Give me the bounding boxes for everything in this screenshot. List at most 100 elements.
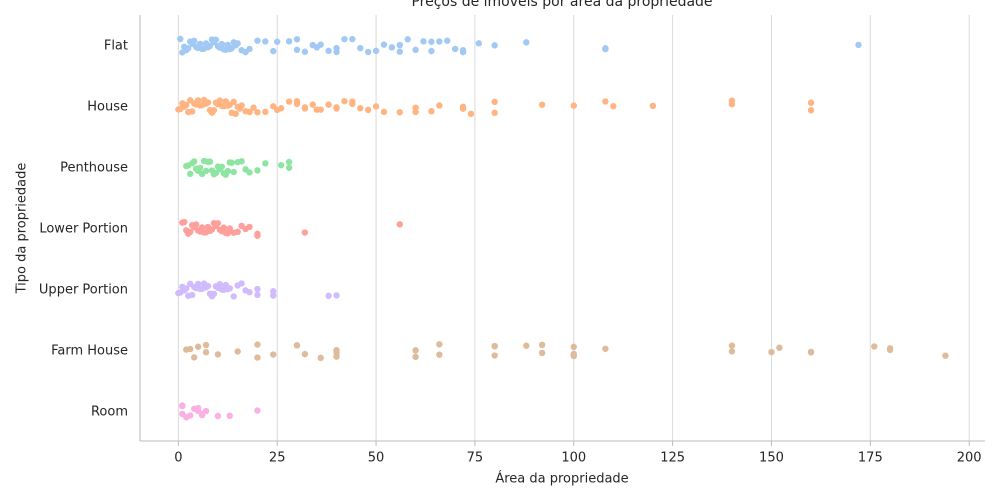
point bbox=[491, 109, 498, 117]
point bbox=[412, 347, 419, 354]
point bbox=[262, 108, 269, 116]
point bbox=[333, 104, 340, 111]
point bbox=[238, 280, 245, 287]
point bbox=[396, 109, 403, 116]
point bbox=[187, 228, 194, 236]
point bbox=[728, 348, 736, 355]
point bbox=[181, 218, 188, 226]
point bbox=[807, 99, 815, 106]
point bbox=[942, 352, 949, 359]
point bbox=[459, 47, 467, 54]
point bbox=[436, 351, 443, 358]
point bbox=[807, 348, 815, 356]
point bbox=[185, 45, 192, 52]
point bbox=[190, 158, 198, 165]
point bbox=[538, 101, 546, 108]
x-tick-label: 0 bbox=[174, 451, 182, 466]
point bbox=[317, 106, 324, 113]
point bbox=[230, 293, 237, 300]
point bbox=[325, 292, 332, 300]
point bbox=[301, 229, 309, 236]
point bbox=[293, 342, 301, 349]
point bbox=[262, 38, 269, 45]
point bbox=[187, 345, 194, 353]
point bbox=[214, 412, 222, 420]
y-tick-label: Farm House bbox=[51, 344, 128, 359]
point bbox=[187, 412, 194, 419]
point bbox=[246, 108, 253, 116]
point bbox=[396, 221, 403, 228]
point bbox=[871, 343, 878, 350]
point bbox=[238, 158, 245, 165]
x-tick-label: 75 bbox=[467, 451, 484, 466]
point bbox=[538, 349, 546, 357]
point bbox=[246, 169, 253, 176]
point bbox=[218, 163, 226, 170]
point bbox=[270, 47, 277, 55]
point bbox=[570, 343, 577, 351]
chart-title: Preços de imóveis por área da propriedad… bbox=[411, 0, 712, 10]
point bbox=[206, 158, 214, 165]
point bbox=[728, 342, 736, 349]
point bbox=[254, 285, 261, 293]
point bbox=[491, 98, 498, 106]
point bbox=[183, 101, 190, 109]
point bbox=[436, 102, 443, 109]
point bbox=[412, 353, 419, 361]
point bbox=[333, 292, 340, 299]
point bbox=[364, 48, 372, 56]
point bbox=[238, 102, 245, 109]
point bbox=[728, 100, 736, 108]
point bbox=[602, 345, 609, 352]
x-tick-label: 25 bbox=[269, 451, 286, 466]
x-tick-label: 175 bbox=[858, 451, 883, 466]
point bbox=[218, 40, 226, 48]
point bbox=[194, 404, 202, 412]
point bbox=[190, 354, 198, 361]
point bbox=[250, 104, 257, 111]
point bbox=[317, 354, 324, 362]
point bbox=[325, 47, 332, 55]
point bbox=[570, 350, 577, 358]
point bbox=[204, 99, 212, 106]
point bbox=[254, 291, 261, 299]
point bbox=[436, 38, 443, 45]
point bbox=[216, 97, 224, 104]
point bbox=[467, 110, 475, 118]
point bbox=[333, 44, 340, 52]
point bbox=[228, 159, 235, 166]
y-tick-label: Upper Portion bbox=[39, 283, 128, 298]
point bbox=[202, 407, 210, 415]
point bbox=[230, 98, 237, 106]
point bbox=[412, 46, 419, 54]
point bbox=[254, 407, 261, 414]
point bbox=[212, 36, 220, 43]
point bbox=[210, 290, 218, 298]
point bbox=[396, 48, 403, 55]
point bbox=[216, 280, 224, 288]
point bbox=[196, 164, 204, 172]
point bbox=[325, 101, 332, 108]
point bbox=[246, 223, 253, 231]
point bbox=[333, 349, 340, 357]
point bbox=[475, 40, 483, 47]
point bbox=[380, 108, 388, 116]
point bbox=[436, 341, 443, 348]
point bbox=[768, 348, 775, 356]
point bbox=[396, 41, 403, 49]
point bbox=[226, 412, 233, 420]
y-tick-label: Room bbox=[91, 405, 128, 420]
point bbox=[262, 160, 269, 167]
x-tick-label: 125 bbox=[660, 451, 685, 466]
point bbox=[285, 164, 293, 171]
point bbox=[341, 35, 348, 43]
point bbox=[293, 36, 301, 43]
point bbox=[428, 38, 435, 45]
point bbox=[357, 44, 364, 52]
point bbox=[491, 42, 498, 49]
point bbox=[886, 345, 894, 352]
point bbox=[538, 341, 546, 349]
point bbox=[570, 102, 577, 109]
point bbox=[254, 37, 261, 44]
